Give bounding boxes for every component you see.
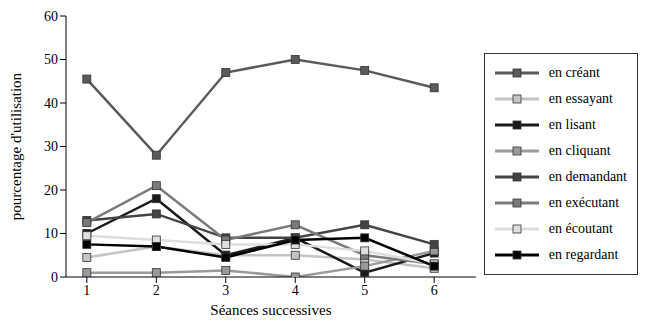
- svg-text:Séances successives: Séances successives: [210, 302, 331, 318]
- svg-text:60: 60: [44, 9, 58, 24]
- html-text:en essayant: en essayant: [548, 90, 613, 106]
- html-text:en écoutant: en écoutant: [548, 220, 613, 236]
- html-text:en regardant: en regardant: [548, 246, 619, 262]
- svg-text:1: 1: [83, 283, 90, 298]
- html-text:en exécutant: en exécutant: [548, 194, 620, 210]
- svg-text:50: 50: [44, 52, 58, 67]
- svg-text:10: 10: [44, 226, 58, 241]
- svg-text:20: 20: [44, 183, 58, 198]
- html-text:en créant: en créant: [548, 64, 600, 80]
- svg-text:4: 4: [292, 283, 299, 298]
- html-text:en cliquant: en cliquant: [548, 142, 611, 158]
- svg-text:pourcentage d'utilisation: pourcentage d'utilisation: [8, 72, 24, 220]
- svg-text:3: 3: [222, 283, 229, 298]
- svg-text:2: 2: [153, 283, 160, 298]
- svg-text:40: 40: [44, 96, 58, 111]
- html-text:en lisant: en lisant: [548, 116, 596, 132]
- html-text:en demandant: en demandant: [548, 168, 627, 184]
- svg-text:0: 0: [51, 270, 58, 285]
- svg-text:30: 30: [44, 139, 58, 154]
- svg-text:5: 5: [361, 283, 368, 298]
- svg-text:6: 6: [431, 283, 438, 298]
